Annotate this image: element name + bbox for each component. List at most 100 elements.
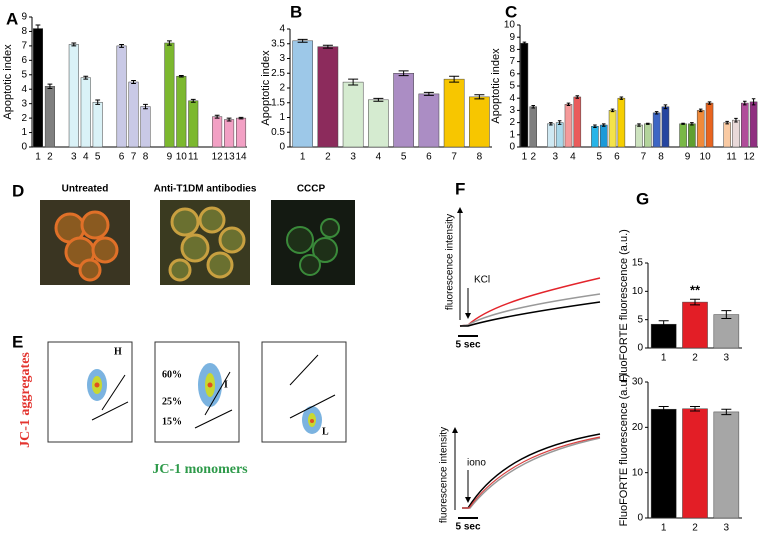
error-bar — [47, 83, 53, 89]
error-bar — [725, 120, 729, 125]
x-tick-label: 12 — [212, 152, 224, 163]
y-tick-label: 4 — [279, 24, 285, 35]
bar — [44, 86, 55, 148]
y-tick-label: 10 — [632, 286, 644, 297]
bar — [342, 81, 364, 148]
error-bar — [658, 405, 669, 413]
y-tick-label: 2.5 — [271, 68, 285, 79]
y-tick-label: 15 — [632, 258, 644, 269]
error-bar — [610, 108, 615, 113]
error-bar — [166, 40, 172, 46]
x-tick-label: 2 — [47, 152, 53, 163]
x-tick-label: 4 — [376, 152, 382, 163]
y-tick-label: 3 — [21, 98, 27, 109]
bar — [573, 96, 582, 148]
gate-label: 60% — [162, 369, 182, 380]
x-tick-label: 10 — [176, 152, 188, 163]
bar — [92, 101, 103, 148]
y-tick-label: 0.5 — [271, 127, 285, 138]
micrograph-group: Untreated Anti-T1DM antibodies CCCP — [40, 184, 355, 285]
error-bar — [531, 105, 535, 109]
x-tick-label: 8 — [477, 152, 483, 163]
x-tick-label: 2 — [692, 353, 698, 364]
bar — [688, 123, 696, 148]
y-tick-label: 10 — [504, 20, 516, 31]
error-bar — [637, 123, 641, 127]
y-tick-label: 4 — [509, 93, 515, 104]
x-tick-label: 5 — [401, 152, 407, 163]
error-bar — [721, 408, 732, 416]
error-bar — [601, 123, 606, 127]
x-tick-label: 3 — [724, 523, 730, 534]
panel-letter: A — [6, 9, 18, 28]
bar — [529, 106, 537, 148]
bar — [749, 101, 758, 148]
y-tick-label: 0 — [637, 343, 643, 354]
error-bar — [698, 108, 703, 113]
error-bar — [681, 122, 685, 125]
bar — [696, 110, 705, 148]
bar — [679, 123, 687, 148]
x-tick-label: 3 — [71, 152, 77, 163]
error-bar — [226, 117, 232, 122]
error-bar — [83, 75, 89, 80]
y-tick-label: 0 — [637, 513, 643, 524]
y-axis-label: FluoFORTE fluorescence (a.u.) — [618, 229, 630, 382]
x-tick-label: 1 — [661, 523, 667, 534]
panel-letter: D — [12, 181, 24, 200]
y-axis-label: Apoptotic index — [2, 44, 14, 120]
x-tick-label: 2 — [325, 152, 331, 163]
y-tick-label: 1 — [279, 112, 285, 123]
x-tick-label: 14 — [235, 152, 247, 163]
error-bar — [214, 114, 220, 119]
error-bar — [646, 122, 650, 125]
y-tick-label: 5 — [21, 69, 27, 80]
y-tick-label: 1.5 — [271, 97, 285, 108]
panel-letter: E — [12, 332, 23, 351]
y-tick-label: 8 — [21, 26, 27, 37]
x-tick-label: 2 — [692, 523, 698, 534]
bar — [212, 116, 223, 148]
bar — [547, 123, 555, 148]
error-bar — [743, 100, 747, 106]
y-tick-label: 0 — [21, 142, 27, 153]
bar — [608, 110, 617, 148]
x-tick-label: 8 — [658, 152, 664, 163]
x-tick-label: 10 — [700, 152, 712, 163]
y-tick-label: 8 — [509, 44, 515, 55]
y-axis-label: Apoptotic index — [490, 48, 502, 124]
panel-letter: G — [636, 189, 649, 208]
y-axis-label: JC-1 aggregates — [18, 352, 33, 448]
y-axis-label: fluorescence intensity — [445, 214, 456, 310]
bar — [32, 28, 43, 148]
y-tick-label: 10 — [632, 467, 644, 478]
x-tick-label: 9 — [685, 152, 691, 163]
bar — [176, 75, 187, 148]
y-axis-label: Apoptotic index — [260, 50, 272, 126]
x-tick-label: 6 — [119, 152, 125, 163]
error-bar — [143, 103, 148, 110]
error-bar — [658, 320, 669, 329]
bar — [635, 124, 643, 148]
error-bar — [71, 42, 77, 47]
error-bar — [398, 70, 409, 77]
error-bar — [522, 41, 527, 46]
y-tick-label: 7 — [21, 41, 27, 52]
x-tick-label: 3 — [552, 152, 558, 163]
bar — [644, 123, 652, 148]
bar — [705, 102, 714, 148]
bar — [164, 42, 175, 148]
bar — [682, 408, 708, 519]
x-tick-label: 3 — [350, 152, 356, 163]
x-tick-label: 11 — [188, 152, 199, 163]
error-bar — [557, 120, 562, 125]
y-tick-label: 1 — [509, 129, 515, 140]
x-axis-label: JC-1 monomers — [152, 462, 248, 477]
bar — [236, 117, 247, 148]
scale-label: 5 sec — [455, 340, 480, 351]
x-tick-label: 12 — [744, 152, 756, 163]
gate-label: 15% — [162, 416, 182, 427]
bar — [617, 97, 626, 148]
image-title: Untreated — [62, 184, 109, 195]
x-tick-label: 3 — [724, 353, 730, 364]
